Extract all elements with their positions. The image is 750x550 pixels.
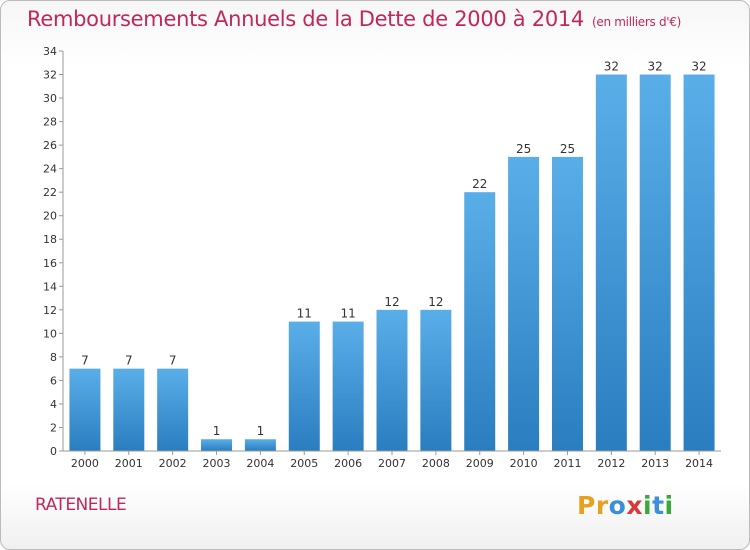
x-tick-label: 2014	[685, 457, 713, 470]
bar-value-label: 32	[691, 60, 706, 74]
x-tick-label: 2012	[597, 457, 625, 470]
y-tick-label: 30	[43, 92, 57, 105]
bar	[157, 368, 189, 451]
bar-value-label: 7	[81, 354, 89, 368]
bar	[332, 321, 364, 451]
y-tick-label: 34	[43, 45, 57, 58]
y-tick-label: 8	[50, 351, 57, 364]
y-tick-label: 24	[43, 163, 57, 176]
bar	[464, 192, 496, 452]
x-tick-label: 2001	[115, 457, 143, 470]
brand-letter: x	[626, 491, 643, 520]
bar-value-label: 12	[428, 295, 443, 309]
chart-title-text: Remboursements Annuels de la Dette de 20…	[27, 7, 584, 31]
x-tick-label: 2002	[159, 457, 187, 470]
y-tick-label: 32	[43, 69, 57, 82]
bar-value-label: 7	[169, 354, 177, 368]
bar	[201, 439, 233, 451]
proxiti-logo: Proxiti	[577, 491, 674, 520]
y-tick-label: 12	[43, 304, 57, 317]
brand-letter: t	[652, 491, 665, 520]
x-tick-label: 2007	[378, 457, 406, 470]
bar-value-label: 7	[125, 354, 133, 368]
y-tick-label: 4	[50, 398, 57, 411]
bar	[595, 74, 627, 451]
y-tick-label: 18	[43, 233, 57, 246]
bar-value-label: 11	[340, 307, 355, 321]
y-tick-label: 20	[43, 210, 57, 223]
bar	[376, 309, 408, 451]
bar-value-label: 1	[257, 424, 265, 438]
bar	[288, 321, 320, 451]
x-tick-label: 2006	[334, 457, 362, 470]
brand-letter: i	[664, 491, 674, 520]
brand-letter: o	[608, 491, 627, 520]
x-tick-label: 2003	[203, 457, 231, 470]
y-tick-label: 22	[43, 186, 57, 199]
y-tick-label: 2	[50, 421, 57, 434]
bar-value-label: 1	[213, 424, 221, 438]
bar	[420, 309, 452, 451]
chart-unit: (en milliers d'€)	[592, 15, 682, 29]
bar-value-label: 32	[648, 60, 663, 74]
bar	[113, 368, 145, 451]
x-tick-label: 2000	[71, 457, 99, 470]
bar-value-label: 11	[297, 307, 312, 321]
bar	[69, 368, 101, 451]
y-tick-label: 14	[43, 280, 57, 293]
y-tick-label: 6	[50, 374, 57, 387]
x-axis: 2000 2001 2002 2003 2004 2005 2006 2007 2008 2009…	[63, 450, 721, 470]
x-tick-label: 2008	[422, 457, 450, 470]
bar-value-label: 22	[472, 177, 487, 191]
bar-value-label: 32	[604, 60, 619, 74]
x-tick-label: 2009	[466, 457, 494, 470]
chart-title: Remboursements Annuels de la Dette de 20…	[27, 7, 681, 31]
bar	[244, 439, 276, 451]
x-tick-label: 2013	[641, 457, 669, 470]
bar	[508, 156, 540, 451]
x-tick-label: 2011	[553, 457, 581, 470]
y-tick-label: 28	[43, 116, 57, 129]
bar	[551, 156, 583, 451]
bar-value-label: 25	[560, 142, 575, 156]
bar	[639, 74, 671, 451]
brand-letter: r	[595, 491, 609, 520]
x-tick-label: 2004	[246, 457, 274, 470]
x-tick-label: 2010	[510, 457, 538, 470]
y-tick-label: 26	[43, 139, 57, 152]
bar	[683, 74, 715, 451]
y-tick-label: 16	[43, 257, 57, 270]
brand-letter: P	[577, 491, 596, 520]
brand-letter: i	[643, 491, 653, 520]
y-tick-label: 10	[43, 327, 57, 340]
x-tick-label: 2005	[290, 457, 318, 470]
bar-value-label: 12	[384, 295, 399, 309]
y-tick-label: 0	[50, 445, 57, 458]
bar-value-label: 25	[516, 142, 531, 156]
commune-name: RATENELLE	[35, 495, 127, 515]
